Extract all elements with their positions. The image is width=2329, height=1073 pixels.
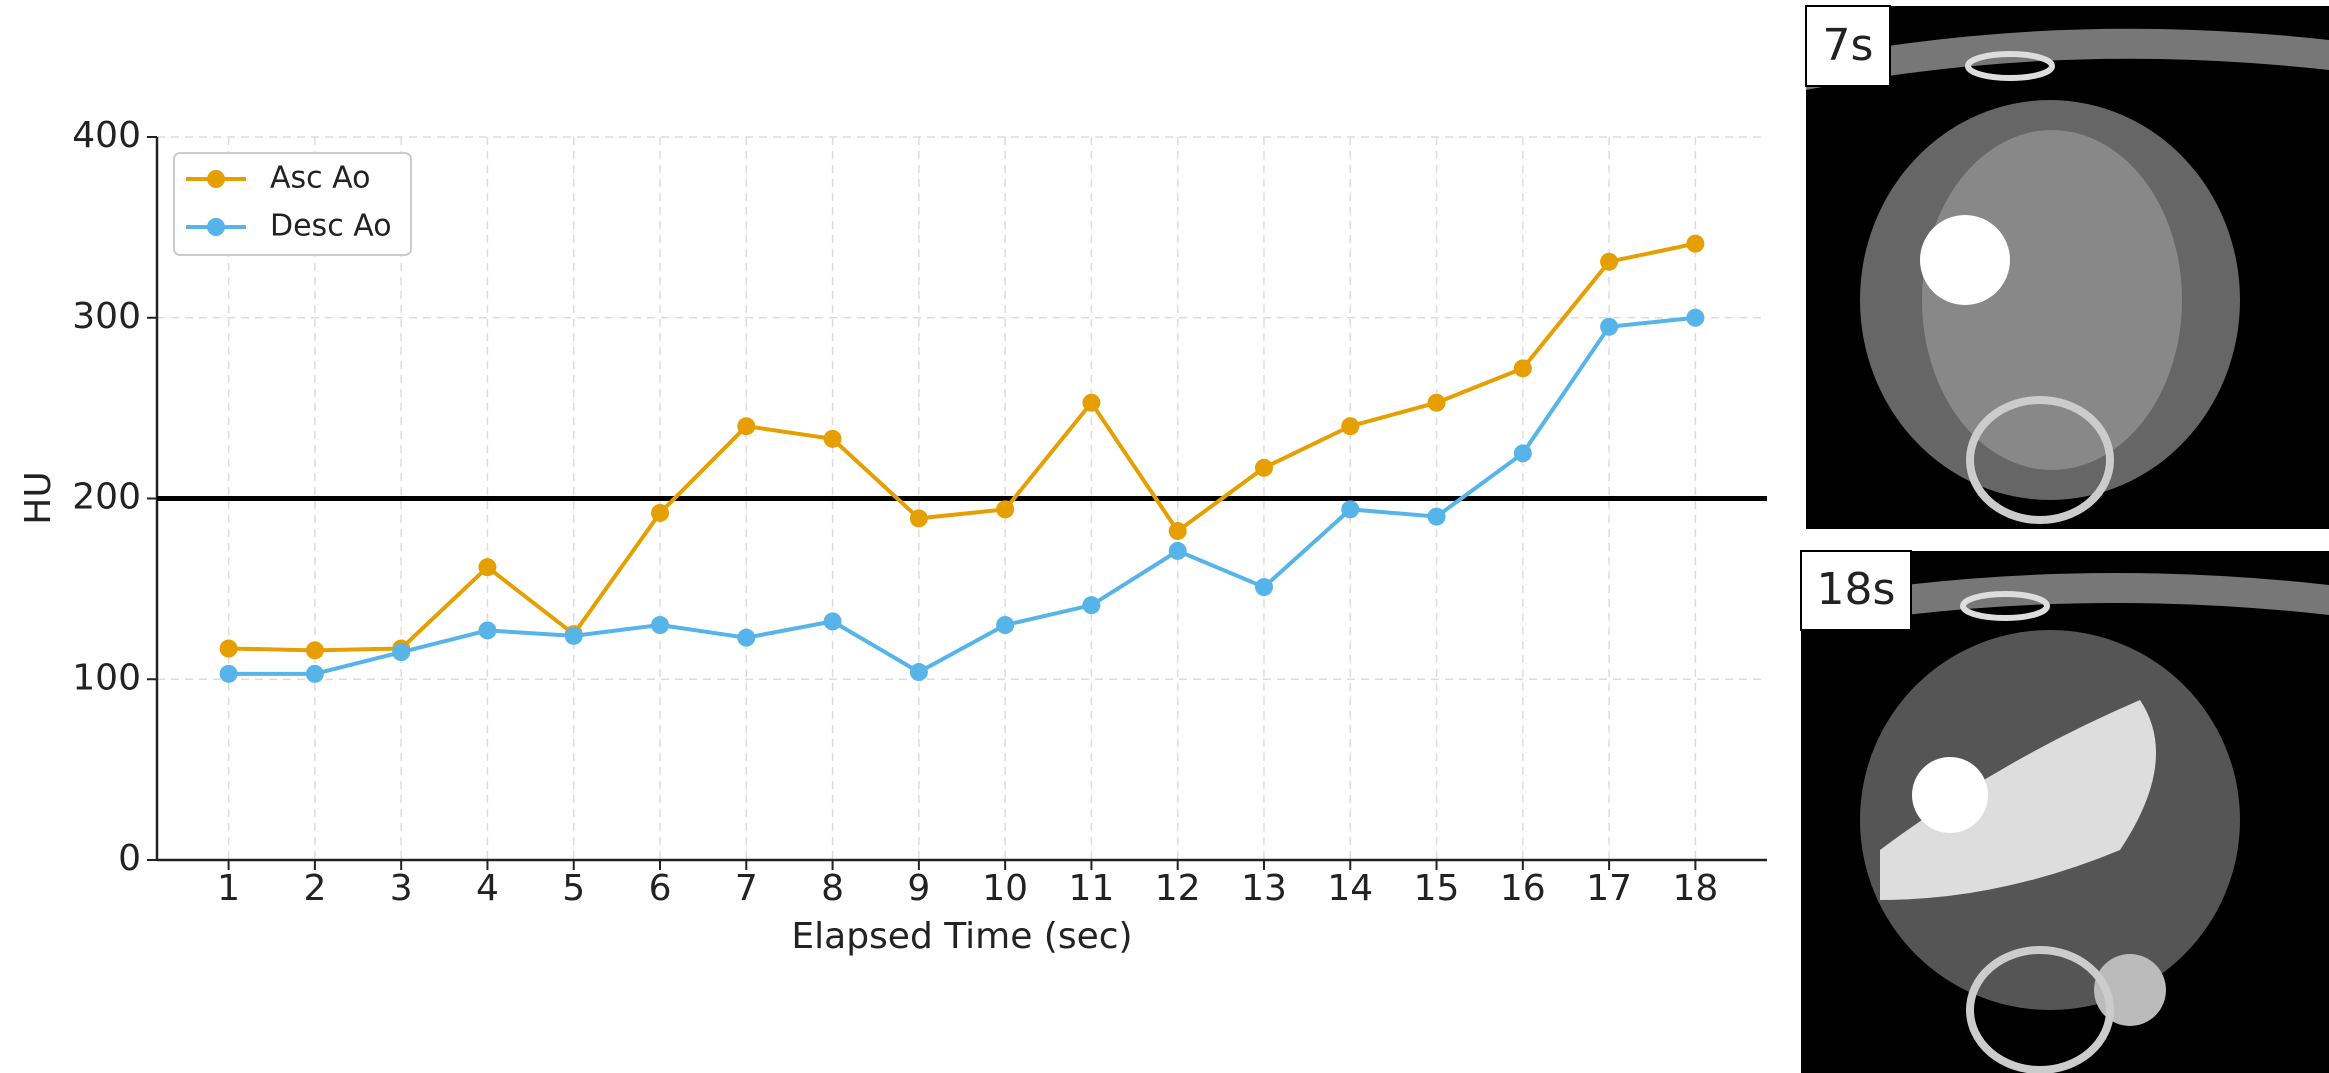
point (1341, 500, 1360, 519)
point (478, 558, 497, 577)
y-tick-label: 0 (118, 838, 141, 879)
y-axis-label: HU (18, 471, 59, 524)
x-tick-label: 1 (217, 868, 240, 909)
series-line (228, 241, 1696, 653)
point (1254, 458, 1273, 477)
x-tick-label: 18 (1672, 868, 1718, 909)
legend-label: Asc Ao (270, 161, 371, 196)
x-tick-label: 17 (1586, 868, 1632, 909)
x-tick-label: 5 (562, 868, 585, 909)
point (1082, 596, 1101, 615)
y-tick-label: 300 (72, 296, 141, 337)
point (996, 616, 1015, 635)
point (1168, 541, 1187, 560)
x-tick-label: 16 (1500, 868, 1546, 909)
point (909, 509, 928, 528)
contrast (1920, 215, 2010, 305)
point (909, 663, 928, 682)
point (823, 429, 842, 448)
chest-wall (1806, 28, 2329, 90)
point (651, 616, 670, 635)
ventricle (1922, 130, 2182, 470)
sternum (1960, 591, 2050, 621)
spine (1966, 396, 2114, 524)
x-tick-label: 13 (1241, 868, 1287, 909)
point (1427, 507, 1446, 526)
point (564, 626, 583, 645)
point (737, 628, 756, 647)
point (996, 500, 1015, 519)
x-tick-label: 9 (907, 868, 930, 909)
x-tick-label: 7 (735, 868, 758, 909)
aorta (1912, 757, 1988, 833)
legend-label: Desc Ao (270, 209, 392, 244)
ct-bottom: 18s (1800, 550, 2329, 1073)
point (219, 664, 238, 683)
y-tick-label: 100 (72, 657, 141, 698)
panel-label: 7s (1823, 20, 1874, 71)
point (1168, 522, 1187, 541)
contrast-heart (1880, 700, 2156, 900)
x-tick-label: 8 (821, 868, 844, 909)
point (478, 621, 497, 640)
x-tick-label: 15 (1414, 868, 1460, 909)
point (1686, 234, 1705, 253)
point (1513, 444, 1532, 463)
series-line (228, 315, 1696, 676)
point (305, 664, 324, 683)
point (1600, 252, 1619, 271)
ct-top: 7s (1805, 5, 2329, 529)
point (651, 503, 670, 522)
point (219, 639, 238, 658)
point (737, 417, 756, 436)
point (305, 641, 324, 660)
legend-marker (207, 170, 225, 188)
point (1427, 393, 1446, 412)
x-tick-label: 2 (303, 868, 326, 909)
point (1513, 359, 1532, 378)
legend-marker (207, 218, 225, 236)
label-box (1805, 5, 1891, 87)
point (1341, 417, 1360, 436)
x-tick-label: 14 (1327, 868, 1373, 909)
x-tick-label: 6 (649, 868, 672, 909)
y-tick-label: 200 (72, 477, 141, 518)
sternum (1965, 51, 2055, 81)
point (392, 643, 411, 662)
x-tick-label: 4 (476, 868, 499, 909)
point (1254, 578, 1273, 597)
point (823, 612, 842, 631)
chest-wall (1801, 573, 2329, 630)
point (1686, 308, 1705, 327)
x-tick-label: 12 (1155, 868, 1201, 909)
y-tick-label: 400 (72, 115, 141, 156)
point (1600, 317, 1619, 336)
x-tick-label: 11 (1069, 868, 1115, 909)
label-box (1800, 550, 1912, 631)
x-tick-label: 10 (982, 868, 1028, 909)
point (1082, 393, 1101, 412)
spine (1966, 946, 2114, 1073)
panel-label: 18s (1817, 564, 1896, 615)
x-axis-label: Elapsed Time (sec) (791, 916, 1132, 957)
x-tick-label: 3 (390, 868, 413, 909)
